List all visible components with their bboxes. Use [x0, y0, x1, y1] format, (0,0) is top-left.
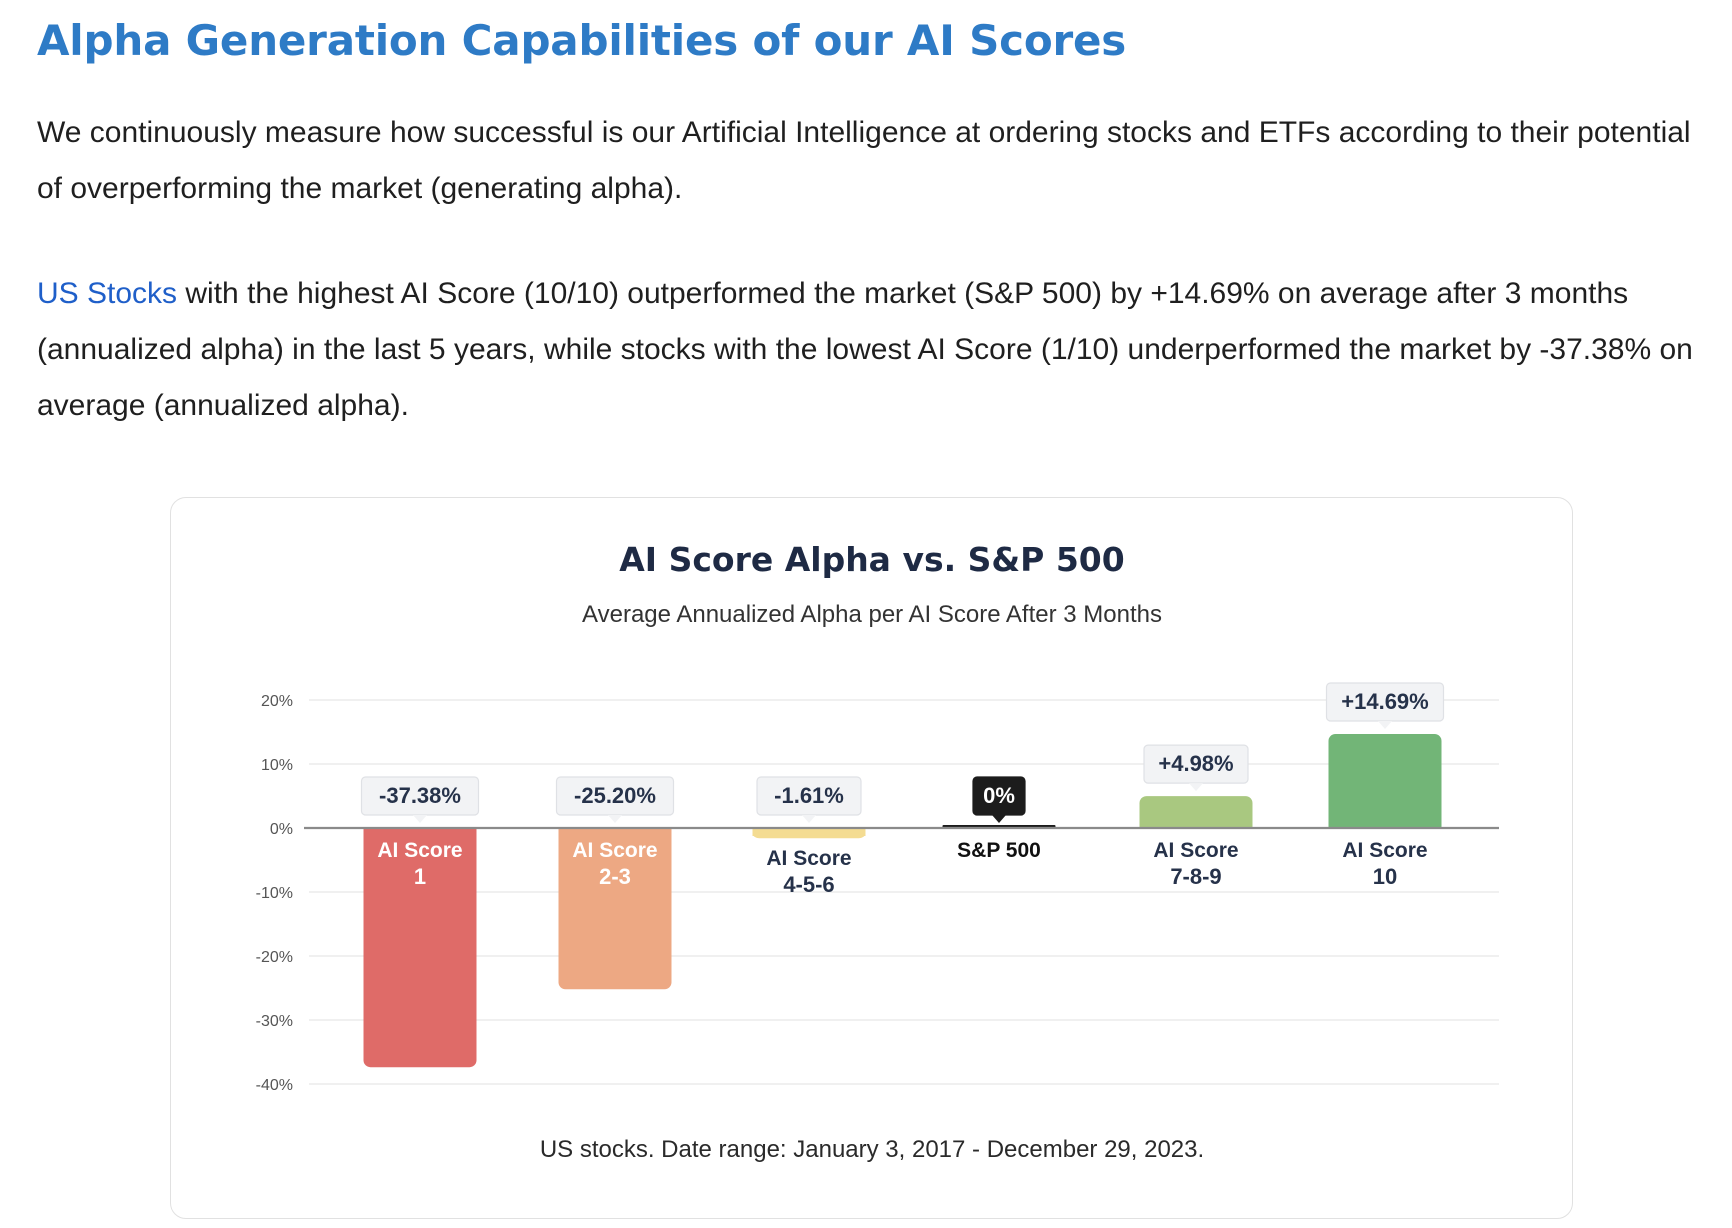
value-label: +14.69%	[1341, 689, 1428, 714]
bar-base	[752, 828, 866, 836]
category-label: S&P 500	[957, 839, 1041, 862]
value-label-pointer	[413, 815, 427, 823]
value-label-pointer	[608, 815, 622, 823]
bar	[558, 828, 672, 990]
page-heading: Alpha Generation Capabilities of our AI …	[37, 16, 1127, 65]
y-tick-label: -30%	[256, 1013, 293, 1030]
alpha-bar-chart: AI Score Alpha vs. S&P 500 Average Annual…	[256, 540, 1499, 1163]
category-label: AI Score	[1153, 839, 1238, 862]
category-label: AI Score	[572, 839, 657, 862]
category-label: 7-8-9	[1170, 864, 1221, 889]
us-stocks-link[interactable]: US Stocks	[37, 277, 178, 310]
chart-title: AI Score Alpha vs. S&P 500	[619, 540, 1124, 579]
category-label: 1	[414, 864, 426, 889]
category-label: 4-5-6	[783, 872, 834, 897]
results-text: with the highest AI Score (10/10) outper…	[37, 277, 1693, 422]
value-label-pointer	[1189, 783, 1203, 792]
value-label: -1.61%	[774, 783, 844, 808]
bar-base	[1139, 820, 1253, 828]
bar	[363, 828, 477, 1068]
value-label-pointer	[802, 815, 816, 823]
value-label: -25.20%	[574, 783, 656, 808]
y-tick-label: -40%	[256, 1077, 293, 1094]
bar	[1328, 733, 1442, 828]
bar-base	[558, 828, 672, 836]
category-label: AI Score	[766, 847, 851, 870]
y-tick-label: 20%	[261, 693, 293, 710]
category-label: AI Score	[377, 839, 462, 862]
category-label: 10	[1373, 864, 1397, 889]
chart-subtitle: Average Annualized Alpha per AI Score Af…	[582, 601, 1162, 628]
results-paragraph: US Stocks with the highest AI Score (10/…	[37, 266, 1697, 434]
bar-base	[363, 828, 477, 836]
value-label-pointer	[1378, 720, 1392, 729]
bar-base	[1328, 820, 1442, 828]
intro-paragraph: We continuously measure how successful i…	[37, 116, 1691, 205]
value-label: 0%	[983, 783, 1015, 808]
y-tick-label: -10%	[256, 885, 293, 902]
category-label: 2-3	[599, 864, 631, 889]
value-label: -37.38%	[379, 783, 461, 808]
value-label: +4.98%	[1158, 751, 1233, 776]
value-label-pointer	[992, 815, 1006, 823]
y-tick-label: -20%	[256, 949, 293, 966]
y-tick-label: 10%	[261, 757, 293, 774]
chart-card: AI Score Alpha vs. S&P 500 Average Annual…	[170, 497, 1573, 1219]
chart-footnote: US stocks. Date range: January 3, 2017 -…	[540, 1136, 1204, 1163]
y-tick-label: 0%	[270, 821, 293, 838]
category-label: AI Score	[1342, 839, 1427, 862]
